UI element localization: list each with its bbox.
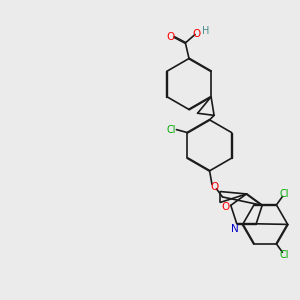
Text: Cl: Cl <box>279 188 289 199</box>
Text: O: O <box>166 32 175 42</box>
Text: O: O <box>192 29 201 39</box>
Text: N: N <box>231 224 239 234</box>
Text: H: H <box>202 26 209 36</box>
Text: O: O <box>221 202 230 212</box>
Text: Cl: Cl <box>279 250 289 260</box>
Text: O: O <box>210 182 218 192</box>
Text: Cl: Cl <box>166 124 176 135</box>
